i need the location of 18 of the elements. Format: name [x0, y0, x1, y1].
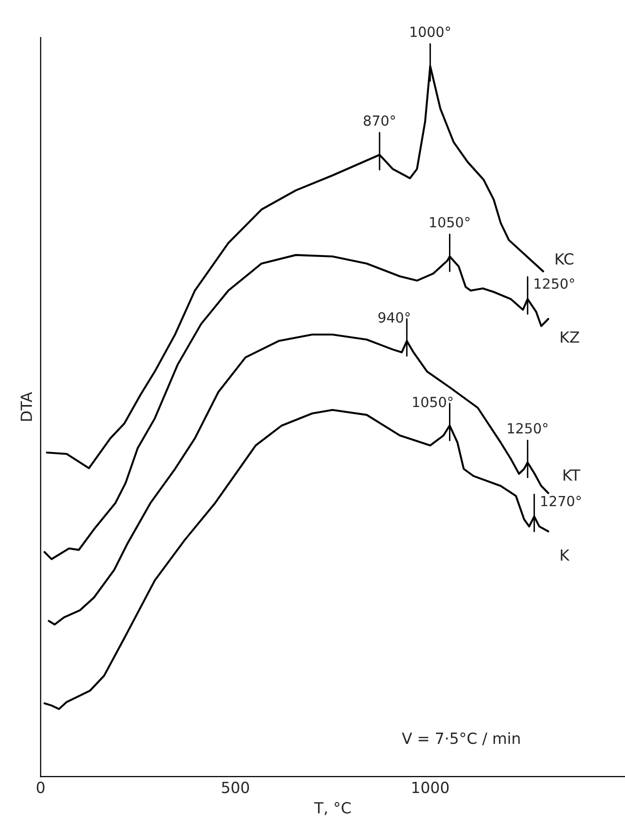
series-label: K: [560, 549, 570, 561]
annotation: 1050°: [413, 396, 453, 408]
annotation: 1250°: [534, 278, 574, 289]
series-label: KT: [564, 469, 580, 481]
annotation: V = 7·5°C / min: [402, 732, 520, 746]
x-axis-title: T, °C: [314, 802, 351, 816]
annotation: 1250°: [508, 423, 548, 434]
series-label: KC: [556, 253, 574, 265]
series-label: KZ: [560, 331, 580, 343]
x-tick-label: 1000: [412, 782, 449, 794]
annotation: 1050°: [430, 216, 470, 228]
x-tick-label: 0: [36, 782, 44, 794]
annotation: 940°: [378, 312, 410, 323]
annotation: 870°: [364, 115, 395, 126]
annotation: 1000°: [410, 26, 450, 38]
x-tick-label: 500: [222, 782, 249, 794]
annotation: 1270°: [541, 496, 581, 506]
y-axis-title: DTA: [20, 392, 32, 421]
